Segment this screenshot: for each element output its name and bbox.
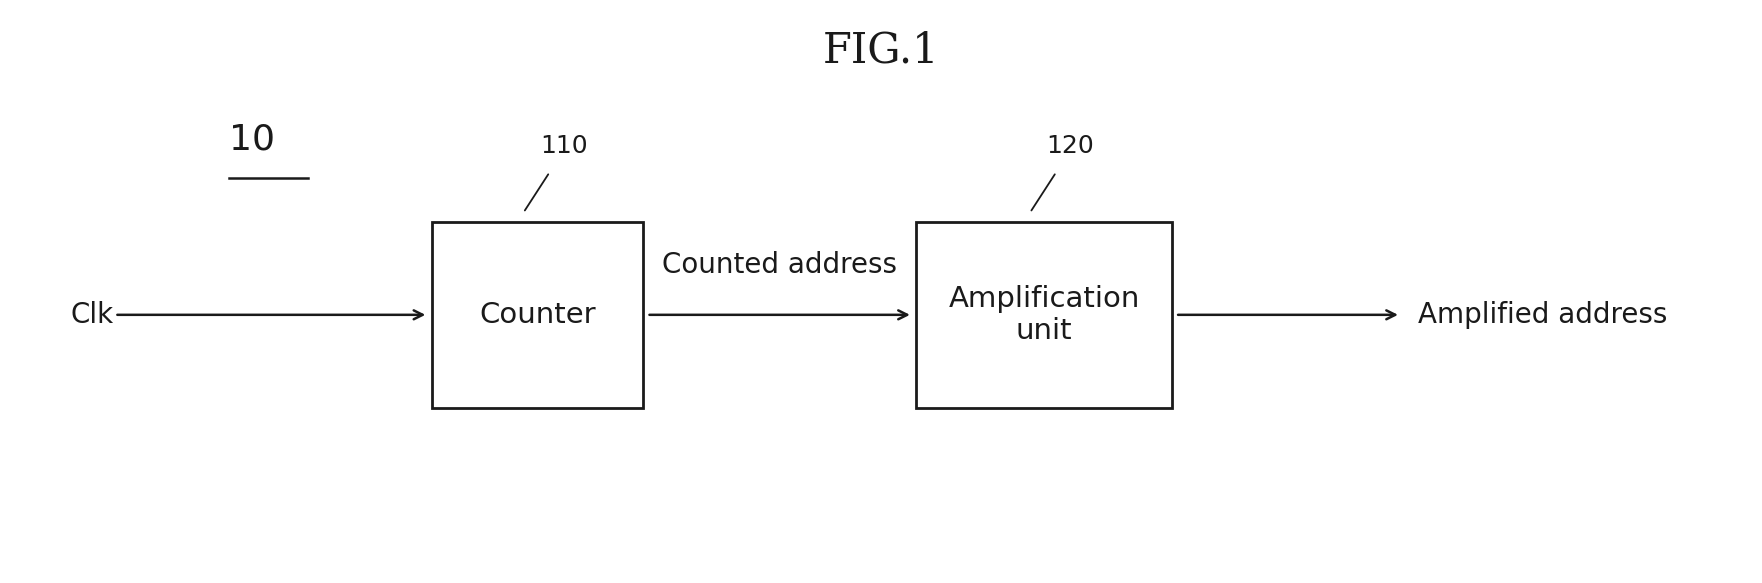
FancyBboxPatch shape bbox=[432, 222, 643, 408]
Text: FIG.1: FIG.1 bbox=[823, 29, 939, 71]
Text: 120: 120 bbox=[1047, 134, 1094, 158]
Text: Counted address: Counted address bbox=[663, 251, 897, 279]
Text: Clk: Clk bbox=[70, 301, 113, 329]
FancyBboxPatch shape bbox=[916, 222, 1172, 408]
Text: Amplification
unit: Amplification unit bbox=[948, 285, 1140, 345]
Text: 110: 110 bbox=[539, 134, 589, 158]
Text: Amplified address: Amplified address bbox=[1418, 301, 1669, 329]
Text: Counter: Counter bbox=[479, 301, 596, 329]
Text: 10: 10 bbox=[229, 123, 275, 157]
